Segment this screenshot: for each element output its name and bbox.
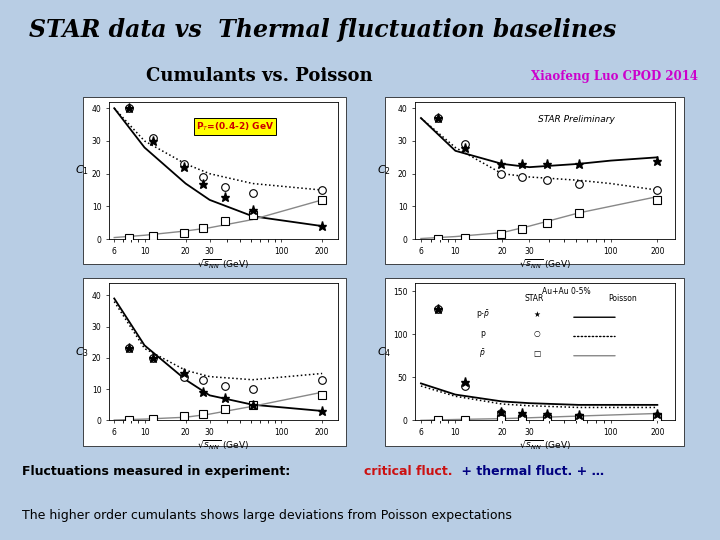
Y-axis label: $C_2$: $C_2$ [377, 164, 391, 177]
Text: Poisson: Poisson [608, 294, 637, 303]
X-axis label: $\sqrt{s_{NN}}$ (GeV): $\sqrt{s_{NN}}$ (GeV) [519, 438, 571, 452]
Text: Xiaofeng Luo CPOD 2014: Xiaofeng Luo CPOD 2014 [531, 70, 698, 83]
Text: Au+Au 0-5%: Au+Au 0-5% [541, 287, 590, 296]
Text: STAR data vs  Thermal fluctuation baselines: STAR data vs Thermal fluctuation baselin… [29, 18, 616, 42]
Text: + thermal fluct. + …: + thermal fluct. + … [457, 465, 604, 478]
Text: p: p [480, 329, 485, 339]
Text: p-$\bar{p}$: p-$\bar{p}$ [476, 308, 490, 321]
Text: Fluctuations measured in experiment:: Fluctuations measured in experiment: [22, 465, 299, 478]
Text: $\bar{p}$: $\bar{p}$ [480, 347, 486, 360]
Y-axis label: $C_4$: $C_4$ [377, 345, 391, 359]
X-axis label: $\sqrt{s_{NN}}$ (GeV): $\sqrt{s_{NN}}$ (GeV) [519, 257, 571, 271]
Text: ★: ★ [534, 310, 541, 319]
X-axis label: $\sqrt{s_{NN}}$ (GeV): $\sqrt{s_{NN}}$ (GeV) [197, 257, 249, 271]
X-axis label: $\sqrt{s_{NN}}$ (GeV): $\sqrt{s_{NN}}$ (GeV) [197, 438, 249, 452]
Y-axis label: $C_3$: $C_3$ [75, 345, 89, 359]
Text: ○: ○ [534, 329, 541, 339]
Text: □: □ [534, 349, 541, 357]
Text: P$_T$=(0.4-2) GeV: P$_T$=(0.4-2) GeV [196, 120, 274, 133]
Text: The higher order cumulants shows large deviations from Poisson expectations: The higher order cumulants shows large d… [22, 509, 511, 522]
Text: critical fluct.: critical fluct. [364, 465, 452, 478]
Text: Cumulants vs. Poisson: Cumulants vs. Poisson [146, 68, 372, 85]
Text: STAR Preliminary: STAR Preliminary [538, 116, 615, 124]
Y-axis label: $C_1$: $C_1$ [75, 164, 89, 177]
Text: STAR: STAR [525, 294, 544, 303]
